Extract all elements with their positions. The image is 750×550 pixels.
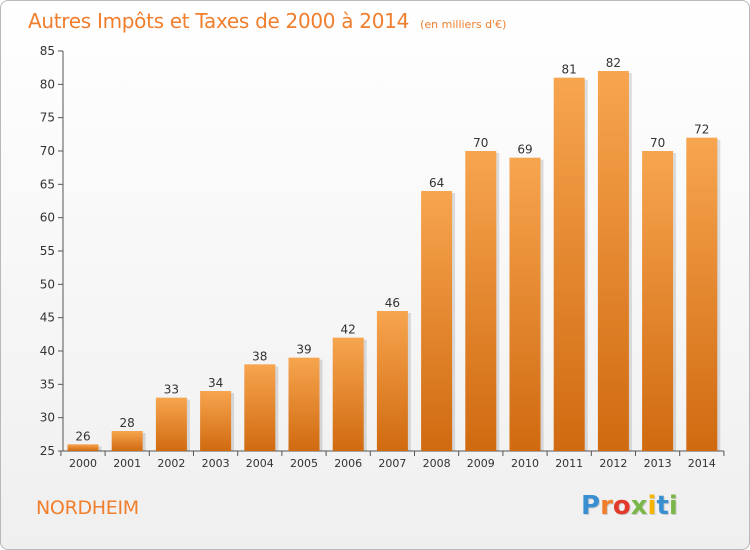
x-tick-label: 2002 xyxy=(157,457,185,470)
x-tick-label: 2013 xyxy=(644,457,672,470)
x-tick-label: 2014 xyxy=(688,457,716,470)
bar xyxy=(421,191,453,451)
bar-value-label: 38 xyxy=(252,349,267,363)
bar xyxy=(686,137,718,451)
bar-value-label: 42 xyxy=(341,323,356,337)
x-axis: 2000 2001 2002 2003 2004 2005 2006 2007 2008 2009… xyxy=(60,450,725,470)
bar-value-label: 39 xyxy=(296,343,311,357)
bar-value-label: 69 xyxy=(517,143,532,157)
bars: 26 28 33 34 38 39 42 46 64 70 69 81 82 70 72 xyxy=(67,56,721,452)
y-tick-label: 35 xyxy=(40,377,55,391)
chart-unit: (en milliers d'€) xyxy=(420,18,507,31)
x-tick-label: 2010 xyxy=(511,457,539,470)
y-tick-label: 80 xyxy=(40,77,55,91)
y-tick-label: 40 xyxy=(40,344,55,358)
bar xyxy=(376,311,408,451)
chart-title: Autres Impôts et Taxes de 2000 à 2014 (e… xyxy=(28,9,506,33)
bar xyxy=(553,77,585,452)
bar xyxy=(509,157,541,451)
logo-letter: x xyxy=(630,491,648,521)
y-tick-label: 75 xyxy=(40,111,55,125)
y-tick-label: 85 xyxy=(40,44,55,58)
y-tick-label: 50 xyxy=(40,277,55,291)
logo-letter: o xyxy=(612,491,631,521)
y-tick-label: 30 xyxy=(40,411,55,425)
y-axis: 25 30 35 40 45 50 55 60 65 70 75 80 85 xyxy=(40,44,64,458)
bar-value-label: 34 xyxy=(208,376,223,390)
x-tick-label: 2004 xyxy=(246,457,274,470)
bar xyxy=(642,151,674,451)
logo-letter: i xyxy=(668,491,678,521)
x-tick-label: 2006 xyxy=(334,457,362,470)
bar xyxy=(465,151,497,451)
x-tick-label: 2001 xyxy=(113,457,141,470)
y-tick-label: 70 xyxy=(40,144,55,158)
bar-value-label: 70 xyxy=(650,136,665,150)
bar xyxy=(111,431,143,451)
x-tick-label: 2009 xyxy=(467,457,495,470)
logo-letter: P xyxy=(581,491,601,521)
y-tick-label: 55 xyxy=(40,244,55,258)
bar xyxy=(155,397,187,451)
bar xyxy=(288,357,320,451)
bar-value-label: 46 xyxy=(385,296,400,310)
x-tick-label: 2000 xyxy=(69,457,97,470)
chart-title-text: Autres Impôts et Taxes de 2000 à 2014 xyxy=(28,9,409,33)
x-tick-label: 2011 xyxy=(555,457,583,470)
x-tick-label: 2012 xyxy=(599,457,627,470)
bar-value-label: 81 xyxy=(562,63,577,77)
bar xyxy=(597,71,629,451)
logo-letter: r xyxy=(600,491,613,521)
commune-name: NORDHEIM xyxy=(36,497,139,519)
bar-value-label: 70 xyxy=(473,136,488,150)
x-tick-label: 2007 xyxy=(378,457,406,470)
bar xyxy=(332,337,364,451)
y-tick-label: 25 xyxy=(40,444,55,458)
x-tick-label: 2003 xyxy=(202,457,230,470)
y-tick-label: 45 xyxy=(40,311,55,325)
bar-value-label: 26 xyxy=(75,429,90,443)
y-tick-label: 60 xyxy=(40,211,55,225)
bar-value-label: 28 xyxy=(120,416,135,430)
bar xyxy=(67,444,99,451)
bar xyxy=(244,364,276,451)
bar-value-label: 64 xyxy=(429,176,444,190)
logo-letter: t xyxy=(656,491,669,521)
bar-value-label: 82 xyxy=(606,56,621,70)
x-tick-label: 2005 xyxy=(290,457,318,470)
x-tick-label: 2008 xyxy=(423,457,451,470)
logo-letter: i xyxy=(647,491,657,521)
bar-value-label: 33 xyxy=(164,383,179,397)
bar xyxy=(200,391,232,451)
bar-value-label: 72 xyxy=(694,123,709,137)
y-tick-label: 65 xyxy=(40,177,55,191)
